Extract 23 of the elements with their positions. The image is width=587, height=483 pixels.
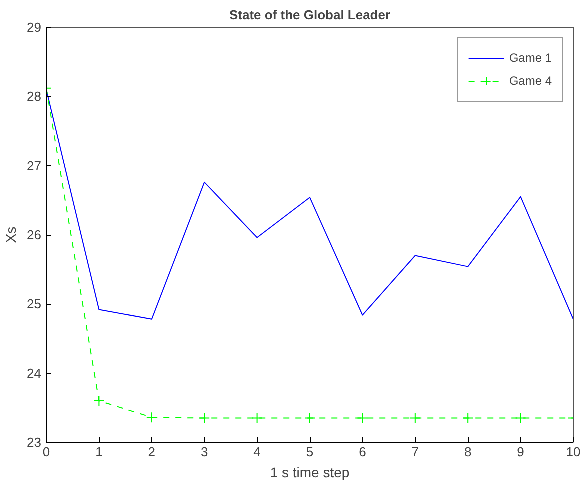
x-tick-label: 4 bbox=[254, 444, 261, 460]
y-tick-label: 29 bbox=[27, 20, 42, 35]
y-tick-label: 23 bbox=[27, 435, 42, 450]
y-tick-label: 26 bbox=[27, 228, 42, 242]
y-tick-label: 25 bbox=[27, 296, 42, 312]
x-tick-label: 9 bbox=[517, 444, 524, 460]
x-tick-label: 3 bbox=[200, 444, 208, 460]
x-tick-label: 10 bbox=[566, 444, 581, 460]
chart-title: State of the Global Leader bbox=[229, 8, 391, 22]
legend-label: Game 1 bbox=[509, 51, 552, 65]
x-tick-label: 1 bbox=[96, 444, 103, 460]
y-tick-label: 27 bbox=[27, 158, 42, 174]
x-tick-label: 0 bbox=[42, 444, 50, 460]
x-tick-label: 7 bbox=[412, 444, 420, 460]
x-tick-label: 8 bbox=[464, 444, 472, 460]
legend-label: Game 4 bbox=[509, 74, 552, 88]
x-tick-label: 2 bbox=[148, 444, 156, 460]
y-axis-title: Xs bbox=[3, 226, 20, 244]
x-tick-label: 6 bbox=[359, 444, 366, 460]
x-axis-title: 1 s time step bbox=[270, 464, 350, 480]
x-tick-label: 5 bbox=[306, 444, 314, 460]
y-tick-label: 24 bbox=[27, 366, 42, 381]
y-tick-label: 28 bbox=[27, 89, 42, 104]
